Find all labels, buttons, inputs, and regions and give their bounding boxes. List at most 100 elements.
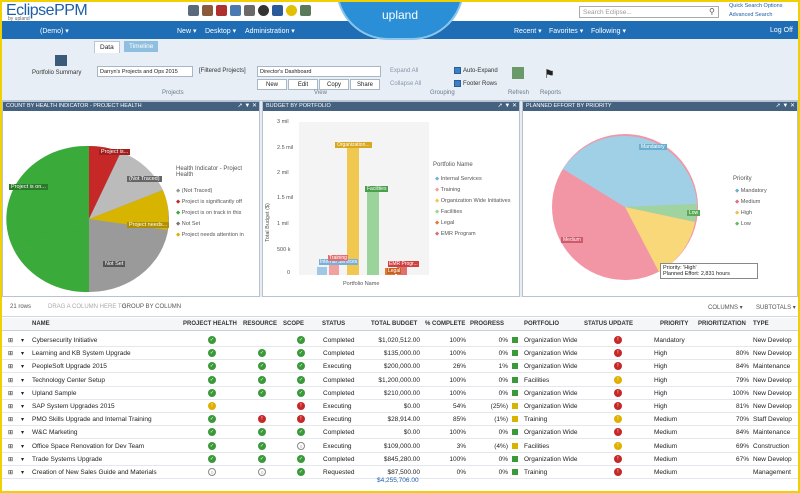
cell-name[interactable]: W&C Marketing [32, 429, 78, 437]
group-drop-hint[interactable]: DRAG A COLUMN HERE TO [48, 304, 127, 310]
col-status[interactable]: STATUS [322, 321, 346, 327]
collapse-all-button[interactable]: Collapse All [390, 81, 422, 87]
legend-item[interactable]: ◆ Mandatory [735, 188, 767, 194]
row-menu-icon[interactable]: ▾ [21, 338, 25, 344]
nav-demo[interactable]: (Demo) ▾ [40, 28, 69, 35]
search-input[interactable]: Search Eclipse... [579, 6, 719, 18]
copy-button[interactable]: Copy [319, 79, 349, 90]
legend-item[interactable]: ◆ Legal [435, 220, 455, 226]
col-resource[interactable]: RESOURCE [243, 321, 278, 327]
expand-row-icon[interactable]: ⊞ [8, 377, 14, 384]
share-button[interactable]: Share [350, 79, 380, 90]
cell-name[interactable]: PeopleSoft Upgrade 2015 [32, 363, 107, 371]
search-icon[interactable]: ⚲ [709, 7, 715, 16]
expand-row-icon[interactable]: ⊞ [8, 443, 14, 450]
nav-favorites[interactable]: Favorites ▾ [549, 28, 584, 35]
gear-icon[interactable] [258, 5, 269, 16]
table-row[interactable]: ⊞ ▾ PeopleSoft Upgrade 2015 ✓ ✓ ✓ Executing $20… [2, 360, 798, 374]
expand-row-icon[interactable]: ⊞ [8, 338, 14, 344]
cell-name[interactable]: Learning and KB System Upgrade [32, 350, 131, 358]
footer-rows-checkbox[interactable]: Footer Rows [454, 80, 497, 87]
legend-item[interactable]: ◆ Organization Wide Initiatives [435, 198, 511, 204]
table-row[interactable]: ⊞ ▾ SAP System Upgrades 2015!! Executing $0.… [2, 400, 798, 413]
toolbar-icon-4[interactable] [230, 5, 241, 16]
col-progress[interactable]: PROGRESS [470, 321, 505, 327]
legend-item[interactable]: ◆ Medium [735, 199, 761, 205]
toolbar-icon-5[interactable] [244, 5, 255, 16]
legend-item[interactable]: ◆ Facilities [435, 209, 463, 215]
tab-data[interactable]: Data [94, 41, 120, 53]
row-menu-icon[interactable]: ▾ [21, 417, 25, 424]
dashboard-select[interactable]: Director's Dashboard [257, 66, 381, 77]
col-portfolio[interactable]: PORTFOLIO [524, 321, 559, 327]
table-row[interactable]: ⊞ ▾ Cybersecurity Initiative ✓ ✓ Completed $1,… [2, 334, 798, 347]
legend-item[interactable]: ◆ Not Set [176, 221, 201, 227]
subtotals-button[interactable]: SUBTOTALS ▾ [756, 305, 796, 311]
auto-expand-checkbox[interactable]: Auto-Expand [454, 67, 498, 74]
col-name[interactable]: NAME [32, 321, 50, 327]
expand-row-icon[interactable]: ⊞ [8, 364, 14, 371]
expand-row-icon[interactable]: ⊞ [8, 417, 14, 424]
cell-name[interactable]: PMO Skills Upgrade and Internal Training [32, 416, 152, 424]
row-menu-icon[interactable]: ▾ [21, 377, 25, 384]
panel-controls[interactable]: ➚ ▼ ✕ [497, 103, 517, 109]
portfolio-summary-icon[interactable] [55, 55, 67, 66]
table-row[interactable]: ⊞ ▾ Trade Systems Upgrade ✓ ✓ ✓ Completed $845,… [2, 453, 798, 466]
legend-item[interactable]: ◆ EMR Program [435, 231, 476, 237]
app-logo[interactable]: EclipsePPM [6, 2, 88, 19]
legend-item[interactable]: ◆ (Not Traced) [176, 188, 213, 194]
panel-controls[interactable]: ➚ ▼ ✕ [237, 103, 257, 109]
row-menu-icon[interactable]: ▾ [21, 430, 25, 437]
panel-controls[interactable]: ➚ ▼ ✕ [775, 103, 795, 109]
table-row[interactable]: ⊞ ▾ Technology Center Setup ✓ ✓ ✓ Completed $1,… [2, 374, 798, 387]
table-row[interactable]: ⊞ ▾ Upland Sample ✓ ✓ ✓ Completed $210,000.00 10… [2, 387, 798, 400]
quick-search-link[interactable]: Quick Search Options [729, 3, 783, 9]
nav-administration[interactable]: Administration ▾ [245, 28, 295, 35]
toolbar-icon-2[interactable] [202, 5, 213, 16]
nav-recent[interactable]: Recent ▾ [514, 28, 542, 35]
row-menu-icon[interactable]: ▾ [21, 351, 25, 358]
legend-item[interactable]: ◆ High [735, 210, 753, 216]
row-menu-icon[interactable]: ▾ [21, 364, 25, 371]
expand-row-icon[interactable]: ⊞ [8, 390, 14, 397]
toolbar-icon-9[interactable] [300, 5, 311, 16]
col-status-update[interactable]: STATUS UPDATE [584, 321, 633, 327]
legend-item[interactable]: ◆ Project needs attention in [176, 232, 244, 238]
table-row[interactable]: ⊞ ▾ W&C Marketing ✓ ✓ ✓ Completed $0.00 100% 0% Or… [2, 426, 798, 440]
legend-item[interactable]: ◆ Internal Services [435, 176, 482, 182]
expand-row-icon[interactable]: ⊞ [8, 470, 14, 476]
row-menu-icon[interactable]: ▾ [21, 404, 25, 410]
toolbar-icon-7[interactable] [272, 5, 283, 16]
tab-timeline[interactable]: Timeline [124, 41, 159, 52]
nav-following[interactable]: Following ▾ [591, 28, 627, 35]
cell-name[interactable]: Creation of New Sales Guide and Material… [32, 469, 157, 476]
table-row[interactable]: ⊞ ▾ Creation of New Sales Guide and Materi… [2, 466, 798, 479]
col-prioritization[interactable]: PRIORITIZATION [698, 321, 746, 327]
expand-row-icon[interactable]: ⊞ [8, 404, 14, 410]
table-row[interactable]: ⊞ ▾ PMO Skills Upgrade and Internal Traini… [2, 413, 798, 427]
col-scope[interactable]: SCOPE [283, 321, 305, 327]
projects-select[interactable]: Darryn's Projects and Ops 2015 [97, 66, 193, 77]
legend-item[interactable]: ◆ Low [735, 221, 751, 227]
col-pct-complete[interactable]: % COMPLETE [425, 321, 466, 327]
row-menu-icon[interactable]: ▾ [21, 456, 25, 463]
expand-row-icon[interactable]: ⊞ [8, 430, 14, 437]
toolbar-icon-3[interactable] [216, 5, 227, 16]
refresh-icon[interactable] [512, 67, 524, 79]
legend-item[interactable]: ◆ Project is on track in this [176, 210, 242, 216]
help-icon[interactable] [286, 5, 297, 16]
row-menu-icon[interactable]: ▾ [21, 470, 25, 476]
cell-name[interactable]: Office Space Renovation for Dev Team [32, 442, 145, 450]
edit-button[interactable]: Edit [288, 79, 318, 90]
table-row[interactable]: ⊞ ▾ Office Space Renovation for Dev Team ✓ ✓… [2, 440, 798, 453]
new-button[interactable]: New [257, 79, 287, 90]
logoff-link[interactable]: Log Off [770, 27, 793, 34]
legend-item[interactable]: ◆ Training [435, 187, 461, 193]
row-menu-icon[interactable]: ▾ [21, 390, 25, 397]
cell-name[interactable]: Cybersecurity Initiative [32, 337, 98, 344]
columns-button[interactable]: COLUMNS ▾ [708, 305, 743, 311]
advanced-search-link[interactable]: Advanced Search [729, 12, 773, 18]
col-total-budget[interactable]: TOTAL BUDGET [371, 321, 418, 327]
cell-name[interactable]: Technology Center Setup [32, 376, 105, 384]
cell-name[interactable]: Upland Sample [32, 389, 77, 397]
